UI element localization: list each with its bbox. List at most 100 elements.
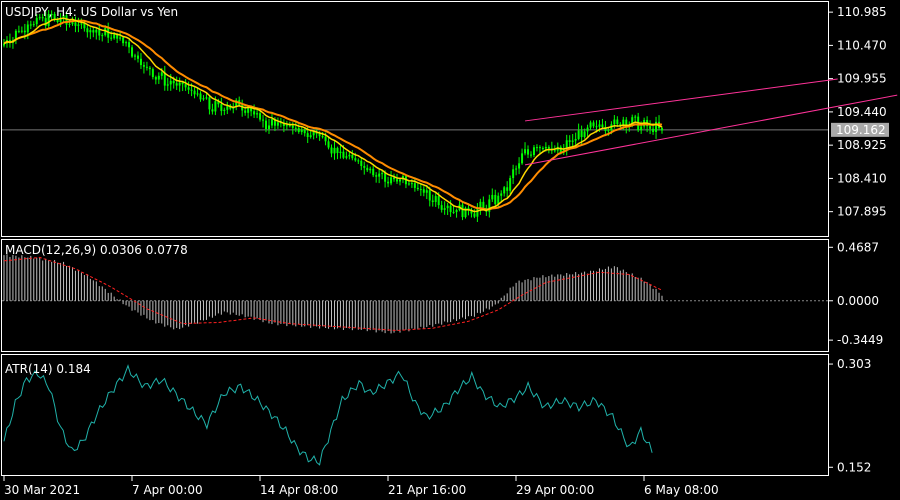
moving-average-fast bbox=[3, 17, 663, 213]
candle-body bbox=[413, 183, 416, 188]
candle-body bbox=[339, 151, 342, 153]
candle-body bbox=[521, 153, 524, 164]
candle-body bbox=[172, 80, 175, 84]
candle-body bbox=[357, 160, 360, 162]
candle-body bbox=[506, 187, 509, 191]
price-tick-label: 107.895 bbox=[837, 205, 887, 219]
candle-body bbox=[601, 124, 604, 128]
price-tick-label: 108.410 bbox=[837, 171, 887, 185]
candle-body bbox=[518, 163, 521, 169]
candle-body bbox=[494, 194, 497, 205]
time-tick-label: 21 Apr 16:00 bbox=[388, 483, 466, 497]
candle-body bbox=[214, 101, 217, 112]
candle-body bbox=[89, 30, 92, 33]
candle-body bbox=[348, 154, 351, 157]
candle-body bbox=[131, 47, 134, 57]
time-tick-label: 7 Apr 00:00 bbox=[132, 483, 203, 497]
candle-body bbox=[53, 13, 56, 20]
candle-body bbox=[598, 124, 601, 127]
candle-body bbox=[50, 13, 53, 15]
time-tick-label: 6 May 08:00 bbox=[644, 483, 719, 497]
candle-body bbox=[166, 84, 169, 86]
price-tick-label: 109.440 bbox=[837, 105, 887, 119]
candle-body bbox=[616, 119, 619, 125]
candle-body bbox=[488, 199, 491, 212]
candle-body bbox=[407, 183, 410, 185]
candle-body bbox=[473, 213, 476, 217]
candle-body bbox=[372, 168, 375, 176]
candle-body bbox=[452, 211, 455, 213]
candle-body bbox=[622, 119, 625, 126]
candle-body bbox=[574, 138, 577, 141]
candle-body bbox=[175, 83, 178, 86]
candle-body bbox=[113, 34, 116, 39]
candle-body bbox=[396, 179, 399, 182]
macd-pane[interactable]: 0.4687 0.0000 -0.3449 MACD(12,26,9) 0.0306… bbox=[1, 239, 884, 352]
candle-body bbox=[652, 128, 655, 132]
candle-body bbox=[217, 101, 220, 105]
candle-body bbox=[437, 196, 440, 206]
candle-body bbox=[434, 196, 437, 202]
candle-body bbox=[17, 30, 20, 32]
candle-body bbox=[169, 80, 172, 85]
candle-body bbox=[640, 126, 643, 131]
candle-body bbox=[479, 201, 482, 209]
candle-body bbox=[282, 122, 285, 127]
candle-body bbox=[190, 89, 193, 91]
candle-body bbox=[619, 124, 622, 126]
candle-body bbox=[163, 72, 166, 86]
candle-body bbox=[250, 107, 253, 112]
atr-pane[interactable]: 0.303 0.152 ATR(14) 0.184 bbox=[1, 354, 872, 476]
candle-body bbox=[122, 37, 125, 44]
candle-body bbox=[241, 105, 244, 111]
price-axis-ticks: 110.985 110.470 109.955 109.440 108.925 108.4… bbox=[829, 5, 887, 219]
candle-body bbox=[565, 140, 568, 150]
macd-pane-frame bbox=[1, 239, 829, 352]
candle-body bbox=[541, 147, 544, 149]
candle-body bbox=[634, 116, 637, 118]
candle-body bbox=[491, 194, 494, 200]
candle-body bbox=[515, 168, 518, 170]
candle-body bbox=[532, 147, 535, 156]
candle-body bbox=[529, 154, 532, 156]
candle-body bbox=[205, 97, 208, 99]
macd-label: MACD(12,26,9) 0.0306 0.0778 bbox=[5, 243, 188, 257]
candle-body bbox=[196, 93, 199, 95]
candle-body bbox=[613, 119, 616, 125]
candle-body bbox=[142, 65, 145, 67]
candle-body bbox=[265, 120, 268, 130]
candle-body bbox=[285, 125, 288, 127]
candle-body bbox=[145, 66, 148, 68]
candle-body bbox=[538, 147, 541, 149]
candle-body bbox=[98, 29, 101, 36]
chart-title: USDJPY, H4: US Dollar vs Yen bbox=[5, 5, 178, 19]
candle-body bbox=[330, 147, 333, 154]
candle-body bbox=[416, 187, 419, 190]
candle-body bbox=[65, 15, 68, 25]
candle-body bbox=[312, 131, 315, 136]
time-tick-label: 30 Mar 2021 bbox=[4, 483, 80, 497]
candle-body bbox=[455, 209, 458, 213]
candle-body bbox=[288, 125, 291, 127]
candle-body bbox=[580, 130, 583, 138]
candle-body bbox=[422, 189, 425, 193]
candle-body bbox=[23, 30, 26, 33]
candle-body bbox=[318, 133, 321, 137]
candle-body bbox=[512, 169, 515, 179]
candle-body bbox=[369, 168, 372, 171]
price-pane[interactable]: 110.985 110.470 109.955 109.440 108.925 108.4… bbox=[1, 1, 898, 237]
candle-body bbox=[428, 190, 431, 201]
candle-body bbox=[86, 28, 89, 33]
candle-body bbox=[77, 24, 80, 26]
atr-tick-label: 0.152 bbox=[837, 460, 871, 474]
atr-axis-ticks: 0.303 0.152 bbox=[829, 357, 871, 474]
atr-tick-label: 0.303 bbox=[837, 357, 871, 371]
candle-body bbox=[309, 135, 312, 137]
candle-body bbox=[151, 69, 154, 78]
candle-body bbox=[500, 193, 503, 196]
candle-body bbox=[20, 30, 23, 32]
candle-body bbox=[482, 201, 485, 208]
candle-body bbox=[119, 37, 122, 39]
candle-body bbox=[476, 208, 479, 217]
candle-body bbox=[470, 210, 473, 214]
